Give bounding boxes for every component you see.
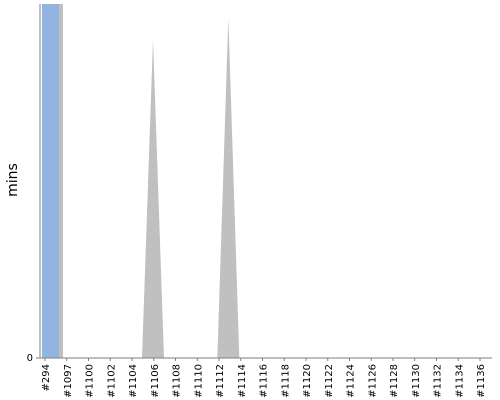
- x-tick-label: #1132: [433, 364, 444, 398]
- x-tick-label: #1136: [476, 364, 487, 398]
- x-tick-label: #1102: [106, 364, 117, 398]
- x-tick-label: #294: [41, 364, 52, 391]
- bar-294-0: [42, 4, 59, 358]
- y-ticks-layer: 0: [27, 353, 40, 364]
- x-tick-label: #1122: [324, 364, 335, 398]
- x-tick-label: #1124: [346, 364, 357, 398]
- y-tick-label-0: 0: [27, 353, 33, 364]
- x-tick-label: #1114: [237, 364, 248, 398]
- bars-layer: [42, 4, 63, 358]
- x-tick-label: #1116: [259, 364, 270, 398]
- x-tick-label: #1104: [128, 364, 139, 398]
- x-tick-label: #1100: [85, 364, 96, 398]
- x-tick-label: #1120: [302, 364, 313, 398]
- x-tick-label: #1126: [367, 364, 378, 398]
- x-tick-label: #1110: [193, 364, 204, 398]
- x-tick-label: #1128: [389, 364, 400, 398]
- x-tick-label: #1118: [280, 364, 291, 398]
- x-tick-label: #1130: [411, 364, 422, 398]
- x-tick-label: #1108: [172, 364, 183, 398]
- x-tick-label: #1097: [63, 364, 74, 398]
- x-tick-label: #1134: [454, 364, 465, 398]
- x-ticks-layer: #294 #1097 #1100 #1102 #1104 #1106 #1108 #1110 #…: [41, 358, 487, 398]
- peaks-layer: [142, 18, 240, 359]
- peak-1106: [142, 39, 164, 359]
- bar-294-1: [59, 4, 63, 358]
- x-tick-label: #1106: [150, 364, 161, 398]
- x-tick-label: #1112: [215, 364, 226, 398]
- y-axis-label: mins: [5, 163, 21, 197]
- peak-1113: [217, 18, 240, 358]
